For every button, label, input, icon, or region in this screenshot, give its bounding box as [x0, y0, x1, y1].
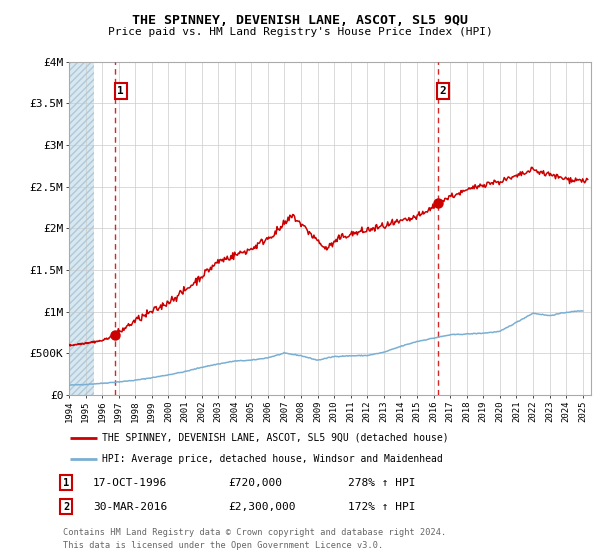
Text: 278% ↑ HPI: 278% ↑ HPI	[348, 478, 415, 488]
Text: £720,000: £720,000	[228, 478, 282, 488]
Text: 30-MAR-2016: 30-MAR-2016	[93, 502, 167, 512]
Text: £2,300,000: £2,300,000	[228, 502, 296, 512]
Text: 1: 1	[63, 478, 69, 488]
Bar	[69, 62, 94, 395]
Bar	[69, 62, 94, 395]
Text: 172% ↑ HPI: 172% ↑ HPI	[348, 502, 415, 512]
Text: Price paid vs. HM Land Registry's House Price Index (HPI): Price paid vs. HM Land Registry's House …	[107, 27, 493, 37]
Text: THE SPINNEY, DEVENISH LANE, ASCOT, SL5 9QU (detached house): THE SPINNEY, DEVENISH LANE, ASCOT, SL5 9…	[103, 433, 449, 443]
Text: This data is licensed under the Open Government Licence v3.0.: This data is licensed under the Open Gov…	[63, 541, 383, 550]
Text: Contains HM Land Registry data © Crown copyright and database right 2024.: Contains HM Land Registry data © Crown c…	[63, 528, 446, 536]
Text: 1: 1	[118, 86, 124, 96]
Text: 2: 2	[440, 86, 446, 96]
Text: 17-OCT-1996: 17-OCT-1996	[93, 478, 167, 488]
Text: THE SPINNEY, DEVENISH LANE, ASCOT, SL5 9QU: THE SPINNEY, DEVENISH LANE, ASCOT, SL5 9…	[132, 14, 468, 27]
Text: HPI: Average price, detached house, Windsor and Maidenhead: HPI: Average price, detached house, Wind…	[103, 454, 443, 464]
Text: 2: 2	[63, 502, 69, 512]
Bar	[94, 62, 591, 395]
